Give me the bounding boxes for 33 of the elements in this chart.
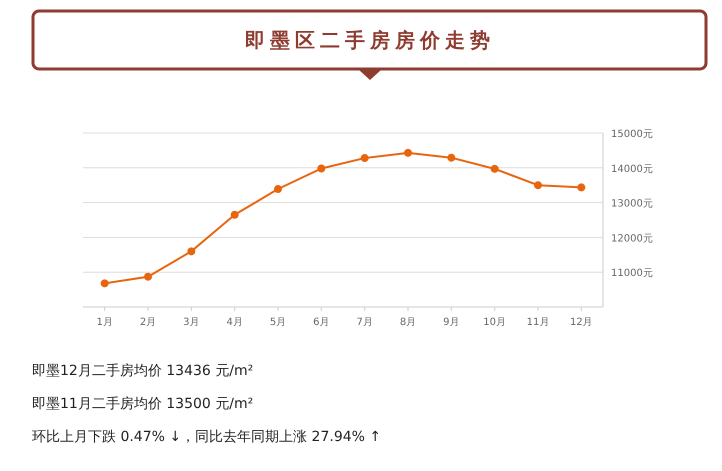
- point: [360, 154, 369, 162]
- text: 环比上月下跌 0.47% ↓，同比去年同期上涨 27.94% ↑: [32, 429, 382, 445]
- point: [447, 154, 456, 162]
- point: [317, 164, 326, 172]
- point: [404, 148, 412, 157]
- x-tick-label: 5月: [270, 317, 286, 328]
- y-tick-label: 12000元: [611, 233, 653, 244]
- point: [187, 247, 196, 256]
- x-tick-label: 1月: [96, 317, 113, 328]
- point: [577, 183, 586, 192]
- point: [144, 272, 152, 281]
- x-tick-label: 6月: [313, 317, 330, 328]
- point: [534, 181, 542, 190]
- x-tick-label: 2月: [140, 317, 156, 328]
- y-tick-label: 15000元: [611, 129, 653, 140]
- x-tick-label: 10月: [483, 317, 506, 328]
- x-tick-label: 7月: [356, 317, 373, 328]
- x-tick-label: 12月: [570, 317, 593, 328]
- point: [230, 210, 239, 219]
- x-tick-label: 11月: [526, 317, 550, 328]
- text: 即墨11月二手房均价 13500 元/m²: [32, 396, 254, 412]
- point: [490, 164, 499, 173]
- point: [274, 185, 282, 194]
- x-tick-label: 4月: [226, 317, 243, 328]
- x-tick-label: 9月: [443, 317, 460, 328]
- x-tick-label: 3月: [183, 317, 200, 328]
- chart-title: 即墨区二手房房价走势: [245, 28, 495, 52]
- y-tick-label: 11000元: [611, 268, 653, 280]
- y-tick-label: 14000元: [611, 164, 653, 175]
- point: [100, 279, 109, 288]
- y-tick-label: 13000元: [611, 198, 653, 210]
- text: 即墨12月二手房均价 13436 元/m²: [32, 363, 254, 379]
- x-tick-label: 8月: [400, 317, 416, 328]
